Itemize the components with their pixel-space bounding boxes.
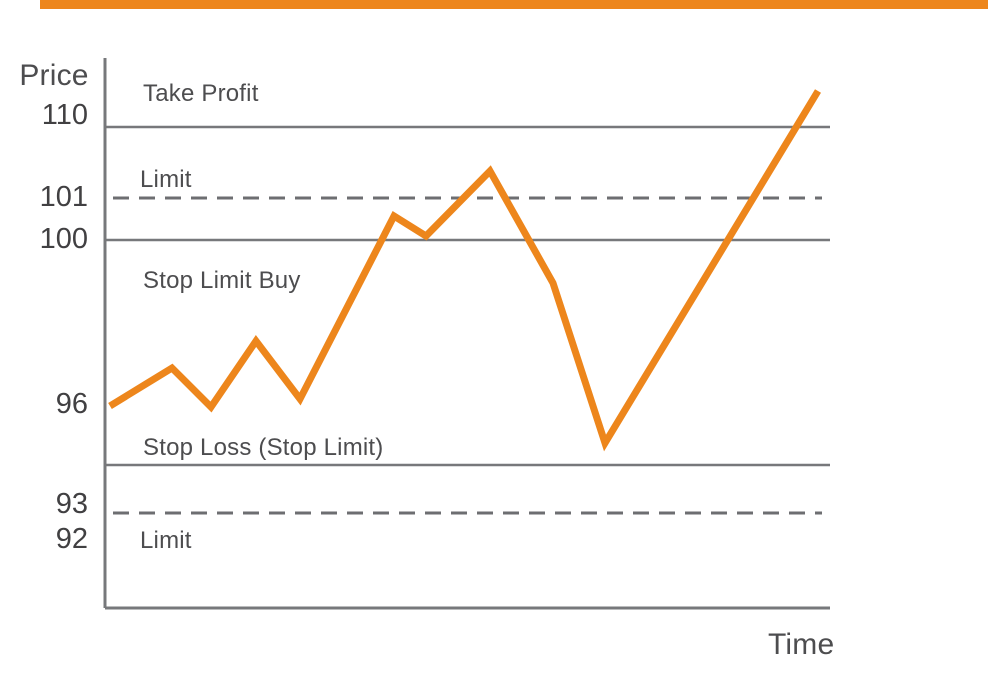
y-tick-93: 93	[55, 488, 88, 520]
y-axis-title: Price	[19, 59, 89, 92]
y-tick-92: 92	[55, 523, 88, 555]
annotation-stop-loss: Stop Loss (Stop Limit)	[143, 434, 384, 461]
y-tick-100: 100	[39, 223, 88, 255]
top-accent-bar	[40, 0, 988, 9]
annotation-stop-limit-buy: Stop Limit Buy	[143, 267, 301, 294]
annotation-limit-upper: Limit	[140, 166, 192, 193]
y-tick-110: 110	[41, 99, 88, 131]
annotation-take-profit: Take Profit	[143, 80, 259, 107]
y-tick-96: 96	[55, 388, 88, 420]
annotation-limit-lower: Limit	[140, 527, 192, 554]
y-tick-101: 101	[39, 181, 88, 213]
price-series-line	[108, 89, 821, 452]
x-axis-title: Time	[768, 628, 835, 661]
